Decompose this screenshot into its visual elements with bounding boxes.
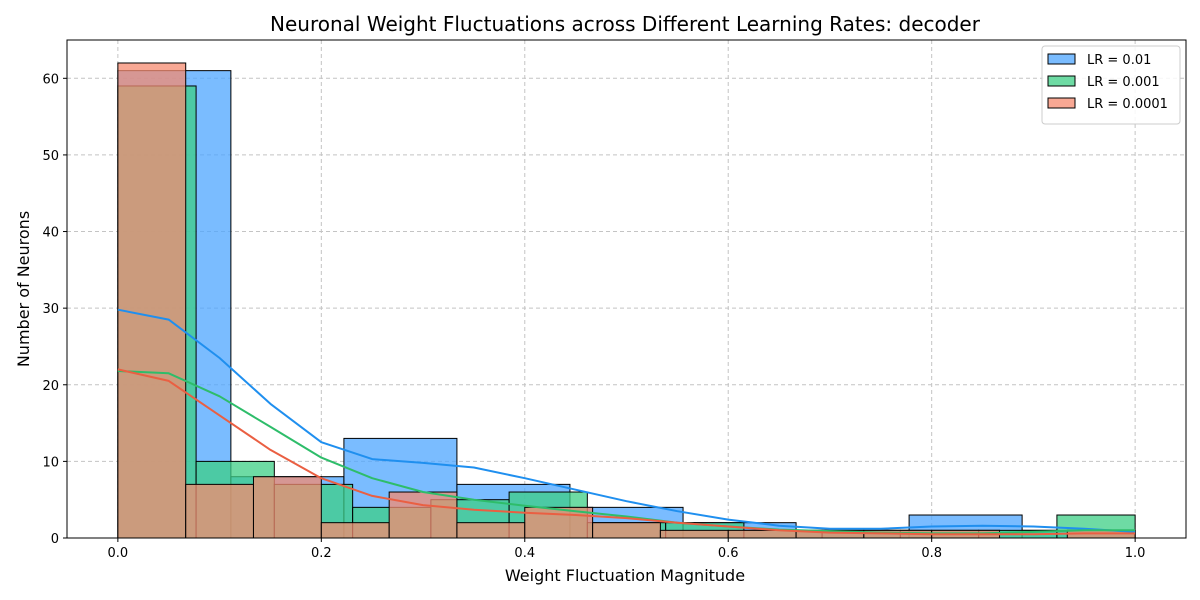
histogram-bar [456, 522, 526, 539]
y-tick-label: 40 [42, 226, 59, 241]
x-tick-label: 0.2 [311, 546, 332, 561]
y-axis-ticks: 0 10 20 30 40 50 60 [42, 72, 67, 547]
legend-swatch [1047, 53, 1076, 65]
x-tick-label: 0.8 [921, 546, 942, 561]
kde-line-2 [117, 368, 1136, 536]
histogram-bar [659, 529, 729, 539]
plot-frame [66, 39, 1187, 539]
y-tick-label: 30 [42, 302, 59, 317]
chart-title: Neuronal Weight Fluctuations across Diff… [270, 12, 981, 36]
x-tick-label: 0.6 [718, 546, 739, 561]
legend-swatch [1047, 75, 1076, 87]
y-tick-label: 60 [42, 72, 59, 87]
x-tick-label: 0.4 [514, 546, 535, 561]
x-axis-label: Weight Fluctuation Magnitude [505, 566, 745, 585]
histogram-bar [592, 522, 661, 539]
histogram-bar [252, 476, 322, 539]
plot-area [66, 39, 1187, 539]
kde-line-0 [117, 308, 1136, 533]
legend-label: LR = 0.0001 [1087, 97, 1168, 112]
legend-box [1041, 45, 1181, 125]
y-tick-label: 10 [42, 455, 59, 470]
histogram-bar [117, 62, 187, 539]
legend-swatch [1047, 97, 1076, 109]
y-tick-label: 20 [42, 379, 59, 394]
histogram-bar [185, 483, 254, 539]
legend: LR = 0.01 LR = 0.001 LR = 0.0001 [1041, 45, 1181, 125]
x-tick-label: 0.0 [108, 546, 129, 561]
histogram-bar [388, 491, 458, 539]
legend-label: LR = 0.01 [1087, 53, 1151, 68]
y-tick-label: 50 [42, 149, 59, 164]
kde-curves [117, 308, 1136, 536]
x-tick-label: 1.0 [1125, 546, 1146, 561]
x-axis-ticks: 0.0 0.2 0.4 0.6 0.8 1.0 [108, 538, 1146, 561]
legend-label: LR = 0.001 [1087, 75, 1160, 90]
histogram-bar [320, 522, 390, 539]
y-axis-label: Number of Neurons [14, 211, 33, 367]
y-tick-label: 0 [51, 532, 59, 547]
